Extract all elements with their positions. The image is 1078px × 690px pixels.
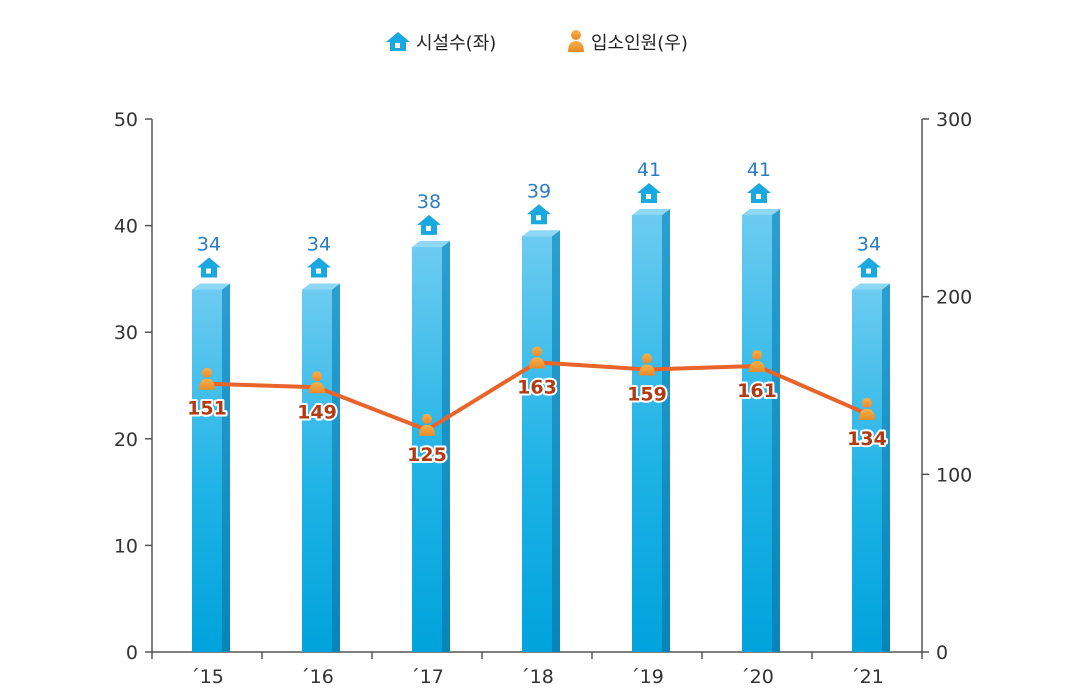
bar-front [302, 289, 332, 652]
left-tick-label: 50 [114, 109, 138, 131]
bar [522, 230, 560, 652]
person-marker-icon [529, 346, 545, 369]
bar-top [412, 240, 450, 247]
house-icon [747, 182, 771, 203]
bar-side [772, 208, 780, 652]
person-marker-icon [309, 371, 325, 394]
line-value-label: 161 [737, 380, 777, 402]
bar-front [742, 214, 772, 652]
bar-top [522, 230, 560, 237]
right-tick-label: 200 [936, 287, 972, 309]
person-marker-icon [859, 397, 875, 420]
bar-value-label: 34 [197, 234, 221, 256]
x-tick-label: ´15 [190, 666, 224, 688]
bar-top [852, 283, 890, 290]
legend-facilities-label: 시설수(좌) [416, 33, 496, 54]
bar-value-label: 41 [637, 159, 661, 181]
bar-value-label: 41 [747, 159, 771, 181]
bar-value-label: 34 [857, 234, 881, 256]
line-value-label: 134 [847, 428, 887, 450]
legend-residents-label: 입소인원(우) [591, 33, 688, 54]
bar-top [192, 283, 230, 290]
line-value-label: 151 [187, 398, 227, 420]
house-icon [527, 204, 551, 225]
bar [412, 240, 450, 653]
bar-side [222, 283, 230, 652]
house-icon [197, 257, 221, 278]
bar [632, 208, 670, 652]
line-value-label: 149 [297, 401, 337, 423]
residents-line-series: 151 149 125 163 159 161 134 [185, 346, 889, 468]
house-icon [417, 214, 441, 235]
house-icon [307, 257, 331, 278]
bar-top [302, 283, 340, 290]
bar-front [632, 214, 662, 652]
left-tick-label: 10 [114, 535, 138, 557]
bar-top [632, 208, 670, 215]
bar-value-label: 39 [527, 180, 551, 202]
bar [192, 283, 230, 652]
bars: 34 34 38 39 41 41 34 [192, 159, 890, 653]
bar-front [522, 236, 552, 652]
person-marker-icon [749, 349, 765, 372]
bar-side [332, 283, 340, 652]
legend-house-icon [386, 32, 410, 51]
left-tick-label: 20 [114, 429, 138, 451]
line-value-label: 159 [627, 384, 667, 406]
bar-top [742, 208, 780, 215]
bar [302, 283, 340, 652]
bar-side [882, 283, 890, 652]
bar-front [852, 289, 882, 652]
right-tick-label: 100 [936, 464, 972, 486]
axes: 0 10 20 30 40 50 0 100 200 300 ´15 ´16 ´17 ´18 ´19 ´20 ´… [114, 109, 972, 688]
x-tick-label: ´17 [410, 666, 444, 688]
x-tick-label: ´16 [300, 666, 334, 688]
bar-side [442, 240, 450, 653]
right-tick-label: 300 [936, 109, 972, 131]
x-tick-label: ´21 [850, 666, 884, 688]
line-value-label: 163 [517, 376, 557, 398]
x-tick-label: ´18 [520, 666, 554, 688]
legend-person-icon [568, 30, 584, 52]
house-icon [857, 257, 881, 278]
person-marker-icon [199, 367, 215, 390]
house-icon [637, 182, 661, 203]
right-tick-label: 0 [936, 642, 948, 664]
bar [852, 283, 890, 652]
bar-value-label: 34 [307, 234, 331, 256]
left-tick-label: 0 [126, 642, 138, 664]
left-tick-label: 40 [114, 216, 138, 238]
legend: 시설수(좌) 입소인원(우) [386, 30, 688, 54]
left-tick-label: 30 [114, 322, 138, 344]
person-marker-icon [419, 413, 435, 436]
bar-side [662, 208, 670, 652]
bar [742, 208, 780, 652]
bar-front [192, 289, 222, 652]
person-marker-icon [639, 353, 655, 376]
bar-value-label: 38 [417, 191, 441, 213]
x-tick-label: ´19 [630, 666, 664, 688]
x-tick-label: ´20 [740, 666, 774, 688]
bar-side [552, 230, 560, 652]
bar-front [412, 246, 442, 653]
line-value-label: 125 [407, 444, 447, 466]
